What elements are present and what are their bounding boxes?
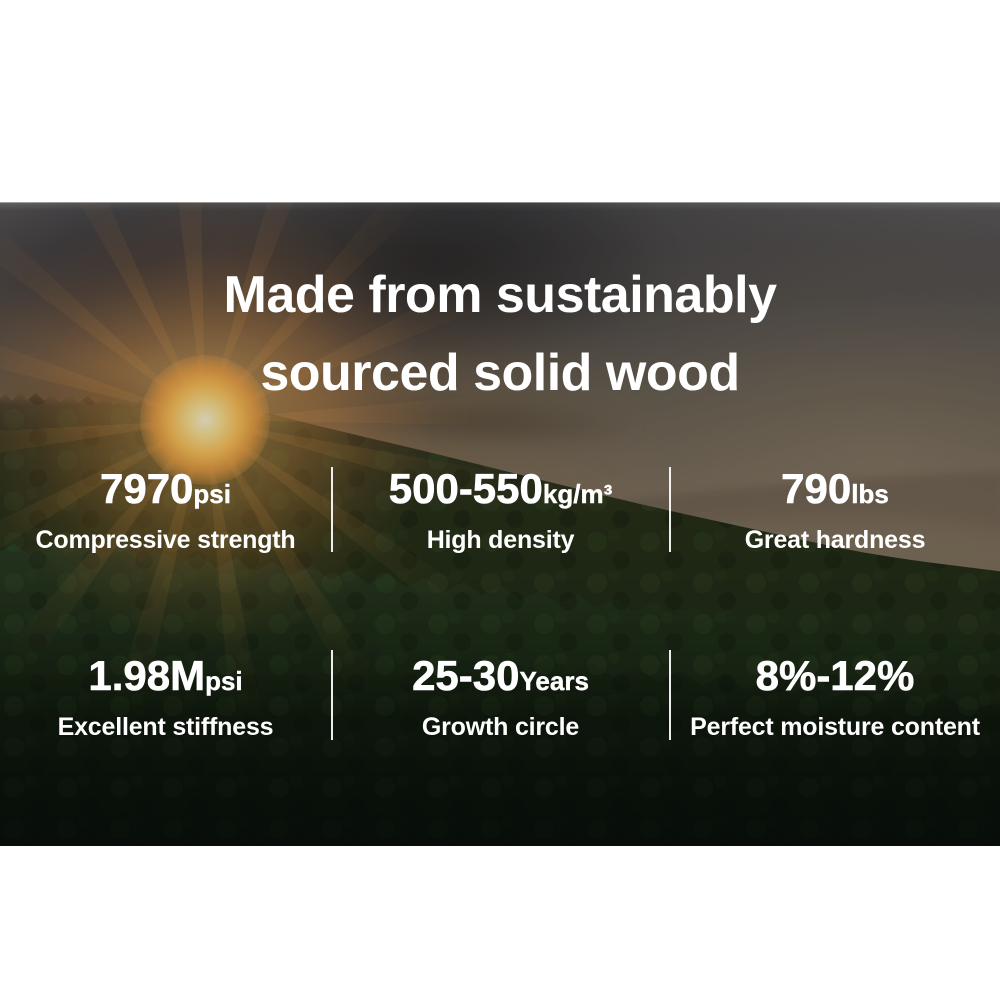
page-title: Made from sustainably sourced solid wood xyxy=(0,256,1000,412)
stat-label: Growth circle xyxy=(421,713,580,741)
divider-row1-right xyxy=(669,467,671,552)
stat-unit: kg/m³ xyxy=(542,479,613,509)
stat-label: High density xyxy=(426,526,575,554)
title-line-2: sourced solid wood xyxy=(260,344,740,402)
stat-label: Great hardness xyxy=(744,526,926,554)
stat-unit: Years xyxy=(519,666,589,696)
stat-number: 500-550 xyxy=(388,465,543,512)
stat-great-hardness: 790lbs Great hardness xyxy=(670,465,1000,555)
stat-value: 790lbs xyxy=(670,465,1000,517)
title-line-1: Made from sustainably xyxy=(223,266,777,324)
stat-label: Compressive strength xyxy=(35,526,296,554)
bottom-fade-overlay xyxy=(0,202,1000,846)
stat-number: 790 xyxy=(781,465,852,512)
forest-bottom-fade xyxy=(0,672,1000,846)
stat-value: 8%-12% xyxy=(670,652,1000,704)
stat-unit: psi xyxy=(193,479,231,509)
stat-unit: lbs xyxy=(851,479,889,509)
sun-icon xyxy=(140,355,270,485)
stat-excellent-stiffness: 1.98Mpsi Excellent stiffness xyxy=(0,652,331,742)
stat-growth-circle: 25-30Years Growth circle xyxy=(332,652,669,742)
stat-value: 1.98Mpsi xyxy=(0,652,331,704)
stat-number: 1.98M xyxy=(88,652,206,699)
forest-photo: Made from sustainably sourced solid wood… xyxy=(0,202,1000,846)
stat-unit: psi xyxy=(205,666,243,696)
stat-number: 8%-12% xyxy=(755,652,915,699)
stat-high-density: 500-550kg/m³ High density xyxy=(332,465,669,555)
divider-row2-right xyxy=(669,650,671,740)
divider-row2-left xyxy=(331,650,333,740)
stat-number: 7970 xyxy=(99,465,194,512)
divider-row1-left xyxy=(331,467,333,552)
stat-value: 500-550kg/m³ xyxy=(332,465,669,517)
photo-top-edge xyxy=(0,202,1000,203)
stat-moisture-content: 8%-12% Perfect moisture content xyxy=(670,652,1000,742)
stat-label: Perfect moisture content xyxy=(690,713,980,741)
stat-value: 25-30Years xyxy=(332,652,669,704)
stat-compressive-strength: 7970psi Compressive strength xyxy=(0,465,331,555)
stat-number: 25-30 xyxy=(412,652,520,699)
stat-value: 7970psi xyxy=(0,465,331,517)
stat-label: Excellent stiffness xyxy=(57,713,274,741)
darkening-overlay xyxy=(0,202,1000,846)
